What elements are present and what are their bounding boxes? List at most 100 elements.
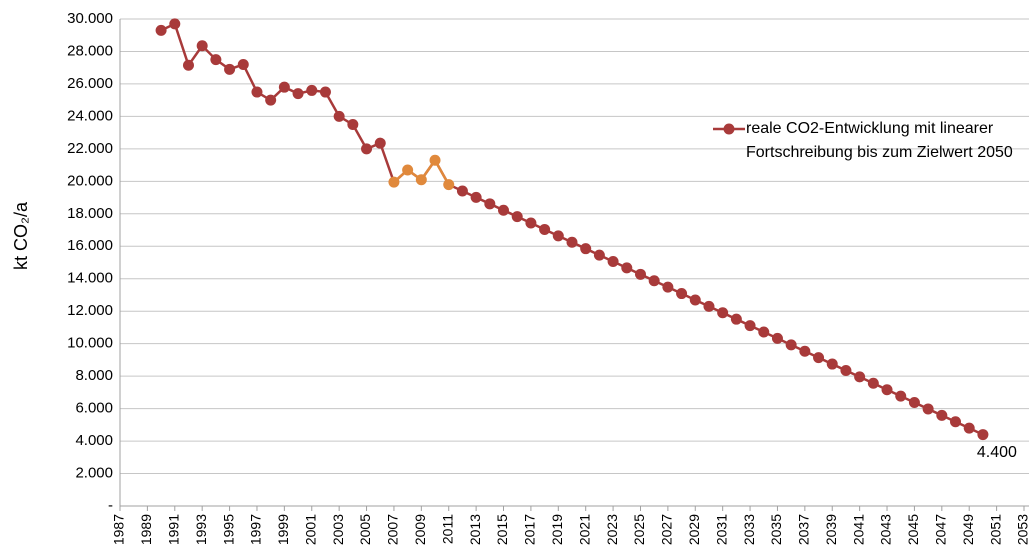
- x-tick-label: 2035: [768, 514, 784, 545]
- point: [785, 339, 797, 351]
- point: [210, 54, 222, 66]
- x-tick-label: 2045: [905, 514, 921, 545]
- point: [922, 403, 934, 415]
- point: [333, 110, 345, 122]
- y-tick-label: 24.000: [67, 107, 113, 124]
- point: [470, 191, 482, 203]
- x-tick-label: 1993: [193, 514, 209, 545]
- x-tick-label: 2037: [796, 514, 812, 545]
- point: [429, 154, 441, 166]
- x-tick-label: 2025: [631, 514, 647, 545]
- point: [621, 262, 633, 274]
- point: [155, 24, 167, 36]
- point: [676, 288, 688, 300]
- y-tick-label: 18.000: [67, 205, 113, 222]
- x-tick-label: 2039: [823, 514, 839, 545]
- point: [374, 137, 386, 149]
- point: [593, 249, 605, 261]
- point: [182, 59, 194, 71]
- point: [662, 281, 674, 293]
- x-tick-label: 1987: [111, 514, 127, 545]
- point: [292, 88, 304, 100]
- point: [237, 58, 249, 70]
- x-tick-label: 2003: [330, 514, 346, 545]
- point: [525, 217, 537, 229]
- point: [908, 397, 920, 409]
- point: [169, 18, 181, 30]
- point: [265, 94, 277, 106]
- y-tick-label: 12.000: [67, 302, 113, 319]
- point: [319, 86, 331, 98]
- x-tick-label: 2049: [960, 514, 976, 545]
- point: [415, 174, 427, 186]
- y-tick-label: 30.000: [67, 10, 113, 27]
- point: [511, 211, 523, 223]
- point: [881, 384, 893, 396]
- point: [977, 429, 989, 441]
- point: [456, 185, 468, 197]
- point: [895, 390, 907, 402]
- y-tick-label: 28.000: [67, 42, 113, 59]
- x-tick-label: 1997: [248, 514, 264, 545]
- y-tick-label: 26.000: [67, 75, 113, 92]
- x-tick-label: 2053: [1015, 514, 1029, 545]
- x-tick-label: 2029: [686, 514, 702, 545]
- point: [278, 81, 290, 93]
- x-tick-label: 2011: [439, 514, 455, 544]
- x-tick-label: 2005: [357, 514, 373, 545]
- y-tick-label: 4.000: [75, 432, 113, 449]
- y-tick-label: 14.000: [67, 270, 113, 287]
- x-tick-label: 2001: [302, 514, 318, 545]
- point: [950, 416, 962, 428]
- point: [361, 143, 373, 155]
- y-tick-label: 2.000: [75, 465, 113, 482]
- point: [854, 371, 866, 383]
- point: [498, 204, 510, 216]
- point: [744, 320, 756, 332]
- y-tick-label: 10.000: [67, 335, 113, 352]
- x-tick-label: 2041: [850, 514, 866, 545]
- point: [566, 236, 578, 248]
- x-tick-label: 2009: [412, 514, 428, 545]
- point: [867, 377, 879, 389]
- point: [826, 358, 838, 370]
- y-axis-label: kt CO₂/a: [11, 201, 31, 270]
- x-tick-label: 2023: [604, 514, 620, 545]
- x-tick-label: 2031: [713, 514, 729, 545]
- x-tick-label: 2043: [878, 514, 894, 545]
- point: [443, 179, 455, 191]
- y-tick-label: 22.000: [67, 140, 113, 157]
- point: [936, 409, 948, 421]
- point: [689, 294, 701, 306]
- x-tick-label: 2051: [987, 514, 1003, 545]
- point: [703, 300, 715, 312]
- point: [799, 345, 811, 357]
- point: [224, 63, 236, 75]
- x-tick-label: 2047: [933, 514, 949, 545]
- x-tick-label: 2015: [494, 514, 510, 545]
- point: [717, 307, 729, 319]
- x-tick-label: 2007: [385, 514, 401, 545]
- x-tick-label: 1999: [275, 514, 291, 545]
- point: [539, 223, 551, 235]
- point: [580, 243, 592, 255]
- x-tick-label: 1989: [138, 514, 154, 545]
- point: [813, 352, 825, 364]
- x-tick-label: 1991: [165, 514, 181, 545]
- point: [607, 255, 619, 267]
- point: [402, 164, 414, 176]
- point: [484, 198, 496, 210]
- point: [388, 176, 400, 188]
- point: [634, 268, 646, 280]
- point: [840, 364, 852, 376]
- y-tick-label: 20.000: [67, 172, 113, 189]
- point: [648, 275, 660, 287]
- x-tick-label: 2021: [576, 514, 592, 545]
- point: [552, 230, 564, 242]
- x-tick-label: 2013: [467, 514, 483, 545]
- data-label: 4.400: [977, 444, 1017, 461]
- x-tick-label: 1995: [220, 514, 236, 545]
- point: [771, 332, 783, 344]
